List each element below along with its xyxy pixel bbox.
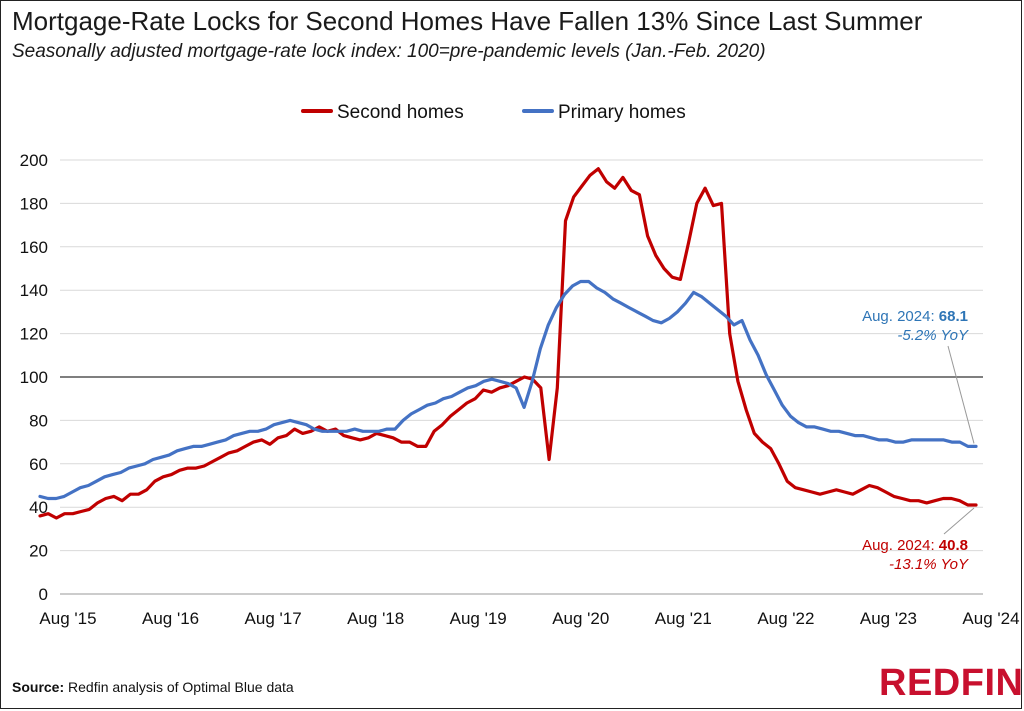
source-text: Redfin analysis of Optimal Blue data <box>68 679 294 695</box>
chart-subtitle: Seasonally adjusted mortgage-rate lock i… <box>12 41 766 62</box>
redfin-logo: REDFIN <box>879 662 1024 704</box>
x-tick-label: Aug '19 <box>450 609 507 628</box>
primary-annotation-change: -5.2% YoY <box>897 327 969 344</box>
second-annotation-label: Aug. 2024: 40.8 <box>862 537 968 554</box>
x-tick-label: Aug '24 <box>962 609 1019 628</box>
x-tick-label: Aug '15 <box>39 609 96 628</box>
series-line-second-homes <box>38 167 978 520</box>
y-tick-label: 60 <box>29 455 48 474</box>
x-tick-label: Aug '18 <box>347 609 404 628</box>
chart-title: Mortgage-Rate Locks for Second Homes Hav… <box>12 6 923 36</box>
y-tick-label: 40 <box>29 498 48 517</box>
source-label: Source: <box>12 679 65 695</box>
y-tick-label: 160 <box>20 238 48 257</box>
y-tick-label: 180 <box>20 194 48 213</box>
second-annotation-leader <box>943 507 975 535</box>
primary-annotation-label: Aug. 2024: 68.1 <box>862 308 968 325</box>
x-tick-label: Aug '20 <box>552 609 609 628</box>
primary-annotation-leader <box>947 345 975 444</box>
legend-label: Second homes <box>337 102 464 123</box>
y-tick-label: 100 <box>20 368 48 387</box>
y-tick-label: 140 <box>20 281 48 300</box>
x-tick-label: Aug '22 <box>757 609 814 628</box>
y-tick-label: 200 <box>20 151 48 170</box>
y-tick-label: 80 <box>29 411 48 430</box>
y-tick-label: 120 <box>20 325 48 344</box>
series-line-primary-homes <box>38 279 978 501</box>
source-note: Source: Redfin analysis of Optimal Blue … <box>12 679 294 695</box>
legend-label: Primary homes <box>558 102 686 123</box>
x-tick-label: Aug '16 <box>142 609 199 628</box>
x-tick-label: Aug '23 <box>860 609 917 628</box>
x-tick-label: Aug '17 <box>245 609 302 628</box>
second-annotation-change: -13.1% YoY <box>889 556 969 573</box>
x-tick-label: Aug '21 <box>655 609 712 628</box>
y-tick-label: 20 <box>29 542 48 561</box>
y-tick-label: 0 <box>39 585 48 604</box>
